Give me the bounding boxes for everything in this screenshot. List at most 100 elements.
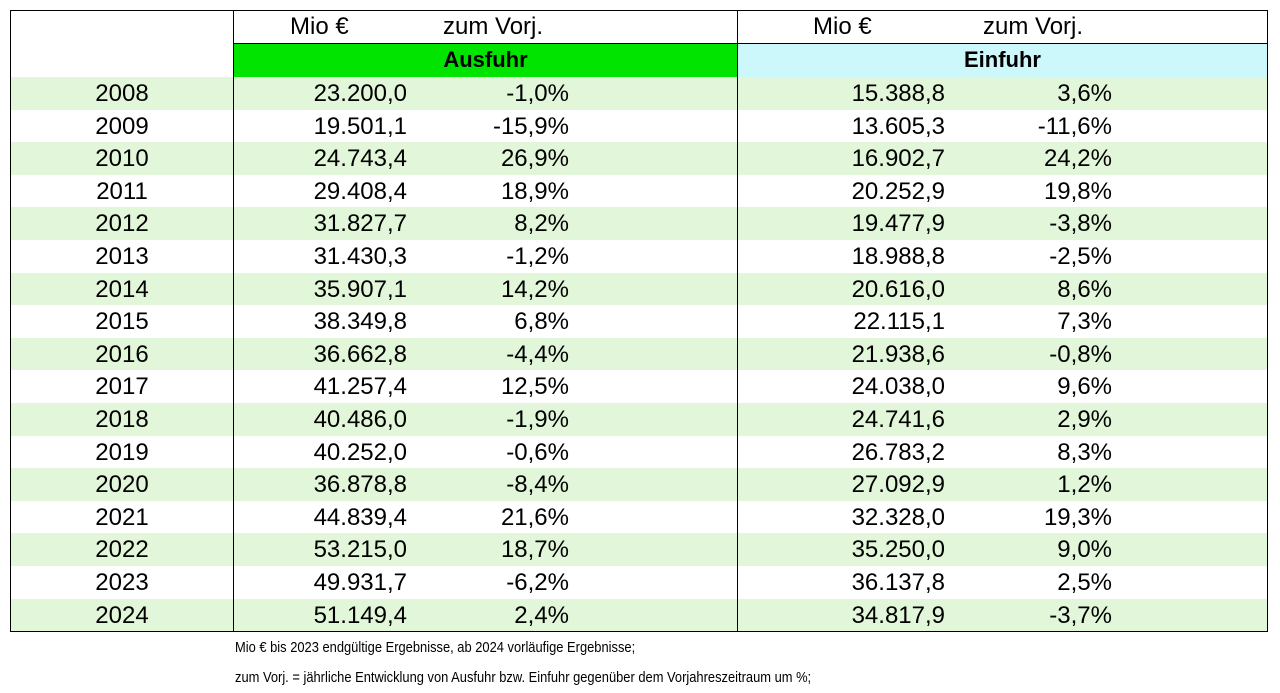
export-value-cell: 36.878,8 xyxy=(313,471,407,499)
footnote-1: Mio € bis 2023 endgültige Ergebnisse, ab… xyxy=(235,639,636,656)
import-value-cell: 34.817,9 xyxy=(851,601,945,629)
table-row: 2014 35.907,1 14,2% 20.616,0 8,6% xyxy=(11,272,1267,306)
import-change-cell: 8,6% xyxy=(1057,275,1112,303)
year-cell: 2018 xyxy=(95,406,149,433)
import-change-cell: 24,2% xyxy=(1043,145,1112,173)
year-cell: 2009 xyxy=(95,112,149,140)
import-value-cell: 20.252,9 xyxy=(851,177,945,205)
export-value-cell: 53.215,0 xyxy=(313,536,407,564)
import-change-cell: 19,8% xyxy=(1043,177,1112,205)
table-row: 2015 38.349,8 6,8% 22.115,1 7,3% xyxy=(11,305,1267,338)
import-value-cell: 22.115,1 xyxy=(853,308,945,336)
export-change-cell: 26,9% xyxy=(500,145,569,173)
import-header-fill xyxy=(738,43,1267,79)
export-value-cell: 40.486,0 xyxy=(313,406,407,433)
table-row: 2024 51.149,4 2,4% 34.817,9 -3,7% xyxy=(11,598,1267,632)
import-value-cell: 24.741,6 xyxy=(851,406,945,433)
import-change-cell: -2,5% xyxy=(1049,243,1112,270)
trade-table: Mio € zum Vorj. Mio € zum Vorj. Ausfuhr … xyxy=(10,10,1268,632)
export-value-cell: 36.662,8 xyxy=(313,340,407,368)
import-value-cell: 27.092,9 xyxy=(851,471,945,499)
year-cell: 2008 xyxy=(95,80,149,107)
import-change-cell: 19,3% xyxy=(1043,503,1112,531)
footnote-2: zum Vorj. = jährliche Entwicklung von Au… xyxy=(235,669,812,686)
export-change-cell: 18,9% xyxy=(500,177,569,205)
year-cell: 2013 xyxy=(95,243,149,270)
export-change-cell: 18,7% xyxy=(500,536,569,564)
export-change-label: zum Vorj. xyxy=(443,13,544,40)
export-change-cell: -6,2% xyxy=(506,569,569,596)
table-row: 2011 29.408,4 18,9% 20.252,9 19,8% xyxy=(11,175,1267,208)
year-cell: 2016 xyxy=(95,340,149,368)
export-change-cell: -15,9% xyxy=(492,112,569,140)
export-header-fill xyxy=(233,43,738,79)
export-value-cell: 19.501,1 xyxy=(313,112,407,140)
year-cell: 2012 xyxy=(95,210,149,238)
export-value-cell: 35.907,1 xyxy=(313,275,407,303)
table-row: 2021 44.839,4 21,6% 32.328,0 19,3% xyxy=(11,501,1267,534)
export-change-cell: 8,2% xyxy=(514,210,569,238)
import-value-cell: 13.605,3 xyxy=(851,112,945,140)
export-change-cell: -8,4% xyxy=(506,471,569,499)
export-unit-label: Mio € xyxy=(290,13,349,40)
import-value-cell: 15.388,8 xyxy=(851,80,945,107)
export-value-cell: 23.200,0 xyxy=(313,80,407,107)
import-value-cell: 16.902,7 xyxy=(851,145,945,173)
export-change-cell: 12,5% xyxy=(500,373,569,401)
export-change-cell: -0,6% xyxy=(506,438,569,466)
table-row: 2017 41.257,4 12,5% 24.038,0 9,6% xyxy=(11,370,1267,403)
import-unit-label: Mio € xyxy=(813,13,872,40)
export-value-cell: 41.257,4 xyxy=(313,373,407,401)
table-row: 2018 40.486,0 -1,9% 24.741,6 2,9% xyxy=(11,403,1267,436)
export-title: Ausfuhr xyxy=(443,47,528,72)
export-value-cell: 51.149,4 xyxy=(313,601,407,629)
year-cell: 2010 xyxy=(95,145,149,173)
import-value-cell: 32.328,0 xyxy=(851,503,945,531)
year-cell: 2017 xyxy=(95,373,149,401)
export-import-divider xyxy=(737,11,738,631)
import-change-cell: 2,5% xyxy=(1057,569,1112,596)
import-value-cell: 24.038,0 xyxy=(851,373,945,401)
import-value-cell: 19.477,9 xyxy=(851,210,945,238)
export-value-cell: 40.252,0 xyxy=(313,438,407,466)
export-value-cell: 44.839,4 xyxy=(313,503,407,531)
table-row: 2009 19.501,1 -15,9% 13.605,3 -11,6% xyxy=(11,110,1267,143)
table-row: 2016 36.662,8 -4,4% 21.938,6 -0,8% xyxy=(11,337,1267,371)
import-change-cell: 8,3% xyxy=(1057,438,1112,466)
export-value-cell: 49.931,7 xyxy=(313,569,407,596)
import-value-cell: 21.938,6 xyxy=(851,340,945,368)
import-value-cell: 26.783,2 xyxy=(851,438,945,466)
export-change-cell: -1,0% xyxy=(506,80,569,107)
year-cell: 2020 xyxy=(95,471,149,499)
table-row: 2010 24.743,4 26,9% 16.902,7 24,2% xyxy=(11,142,1267,175)
year-cell: 2021 xyxy=(95,503,149,531)
import-change-label: zum Vorj. xyxy=(983,13,1084,40)
table-row: 2008 23.200,0 -1,0% 15.388,8 3,6% xyxy=(11,77,1267,110)
export-value-cell: 38.349,8 xyxy=(313,308,407,336)
year-cell: 2023 xyxy=(95,569,149,596)
import-change-cell: -3,7% xyxy=(1049,601,1112,629)
year-cell: 2015 xyxy=(95,308,149,336)
table-row: 2022 53.215,0 18,7% 35.250,0 9,0% xyxy=(11,533,1267,566)
export-change-cell: 14,2% xyxy=(500,275,569,303)
import-title: Einfuhr xyxy=(964,47,1041,72)
table-row: 2023 49.931,7 -6,2% 36.137,8 2,5% xyxy=(11,566,1267,599)
year-cell: 2014 xyxy=(95,275,149,303)
year-cell: 2022 xyxy=(95,536,149,564)
export-value-cell: 24.743,4 xyxy=(313,145,407,173)
year-cell: 2011 xyxy=(96,177,148,205)
table-row: 2020 36.878,8 -8,4% 27.092,9 1,2% xyxy=(11,468,1267,501)
year-column-divider xyxy=(233,11,234,631)
import-change-cell: -0,8% xyxy=(1049,340,1112,368)
export-change-cell: 21,6% xyxy=(500,503,569,531)
export-value-cell: 31.827,7 xyxy=(313,210,407,238)
import-change-cell: 9,0% xyxy=(1057,536,1112,564)
export-change-cell: -1,9% xyxy=(506,406,569,433)
import-value-cell: 36.137,8 xyxy=(851,569,945,596)
export-value-cell: 29.408,4 xyxy=(313,177,407,205)
table-body: 2008 23.200,0 -1,0% 15.388,8 3,6% 2009 19.501… xyxy=(11,77,1267,632)
year-cell: 2019 xyxy=(95,438,149,466)
export-change-cell: 6,8% xyxy=(514,308,569,336)
import-change-cell: 9,6% xyxy=(1057,373,1112,401)
year-cell: 2024 xyxy=(95,601,149,629)
